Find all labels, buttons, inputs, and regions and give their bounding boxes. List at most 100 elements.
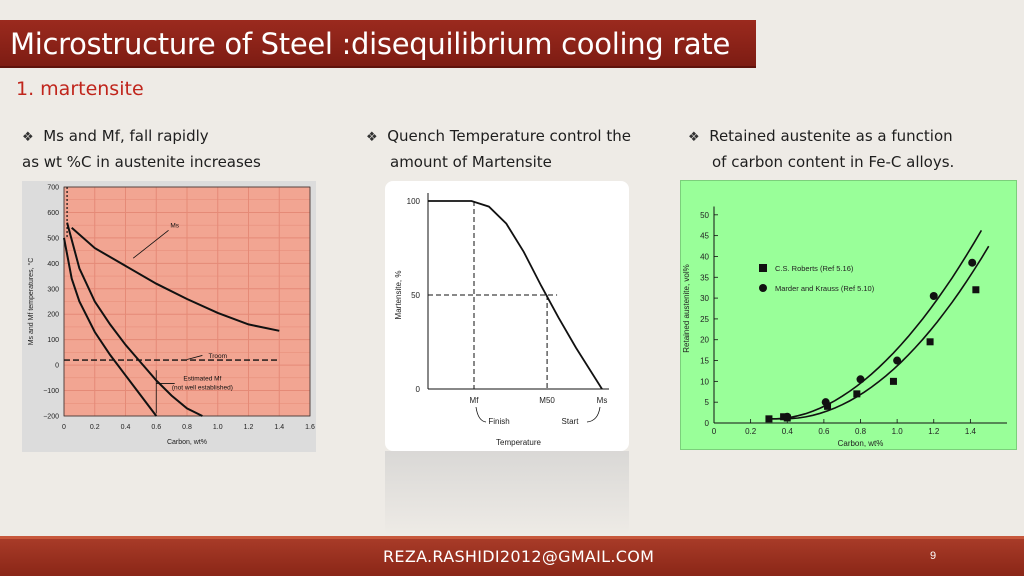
diamond-bullet-icon: ❖ — [22, 130, 34, 145]
bullet-1-line1: Ms and Mf, fall rapidly — [43, 127, 209, 145]
x-tick-label: Ms — [597, 396, 608, 405]
bullet-1: ❖ Ms and Mf, fall rapidly as wt %C in au… — [22, 124, 261, 174]
x-tick-label: Mf — [470, 396, 480, 405]
y-tick-label: 25 — [700, 315, 709, 324]
marder-fit-curve — [768, 229, 983, 420]
y-tick-label: 400 — [47, 261, 59, 268]
series-line-1 — [63, 237, 158, 417]
slide-subtitle: 1. martensite — [16, 78, 144, 100]
diamond-bullet-icon: ❖ — [366, 130, 378, 145]
chart-reflection — [385, 451, 629, 535]
x-tick-label: 0.6 — [818, 427, 830, 436]
legend-label: Marder and Krauss (Ref 5.10) — [775, 284, 875, 293]
y-tick-label: 300 — [47, 286, 59, 293]
bullet-2-line2: amount of Martensite — [390, 153, 552, 171]
annotation: Ms — [170, 223, 179, 230]
y-tick-label: 0 — [705, 419, 710, 428]
legend-label: C.S. Roberts (Ref 5.16) — [775, 264, 854, 273]
roberts-data-point — [824, 402, 832, 410]
annotation: (not well established) — [172, 384, 233, 391]
bullet-3-line1: Retained austenite as a function — [709, 127, 953, 145]
chart-background — [680, 180, 1017, 450]
x-tick-label: 0.4 — [121, 424, 131, 431]
marder-data-point — [856, 375, 865, 384]
marder-data-point — [783, 412, 792, 421]
y-tick-label: 600 — [47, 210, 59, 217]
roberts-data-point — [889, 377, 897, 385]
x-tick-label: M50 — [539, 396, 555, 405]
y-axis-label: Martensite, % — [394, 271, 403, 320]
x-axis-label: Carbon, wt% — [838, 439, 884, 448]
slide-title-bar: Microstructure of Steel :disequilibrium … — [0, 20, 756, 68]
x-tick-label: 0 — [712, 427, 717, 436]
x-axis-label: Temperature — [496, 438, 541, 447]
troom-leader-line — [186, 355, 203, 360]
page-number: 9 — [930, 550, 937, 562]
y-tick-label: 50 — [411, 291, 420, 300]
y-tick-label: 200 — [47, 312, 59, 319]
marder-data-point — [821, 398, 830, 407]
y-tick-label: 700 — [47, 185, 59, 192]
bullet-3-line2: of carbon content in Fe-C alloys. — [712, 153, 955, 171]
slide-footer: REZA.RASHIDI2012@GMAIL.COM 9 — [0, 536, 1024, 576]
x-tick-label: 1.2 — [244, 424, 254, 431]
y-axis-label: Retained austenite, vol% — [682, 264, 691, 353]
diamond-bullet-icon: ❖ — [688, 130, 700, 145]
bullet-1-line2: as wt %C in austenite increases — [22, 153, 261, 171]
martensite-curve — [428, 200, 603, 390]
marder-data-point — [968, 258, 977, 267]
x-tick-label: 1.0 — [892, 427, 904, 436]
y-tick-label: −100 — [43, 388, 59, 395]
x-tick-label: 0.8 — [182, 424, 192, 431]
martensite-temperature-chart: 100 50 0 Mf M50 Ms Temperature Martensite, % Fin… — [385, 181, 629, 451]
y-tick-label: 500 — [47, 235, 59, 242]
finish-arrow — [475, 406, 487, 423]
y-tick-label: 50 — [700, 211, 709, 220]
chart-background — [385, 181, 629, 451]
x-tick-label: 1.0 — [213, 424, 223, 431]
y-tick-label: 40 — [700, 252, 709, 261]
retained-austenite-chart: 0 5 10 15 20 25 30 35 40 45 50 0 0.2 0.4 0.6 0.8 1.0 1.2 1… — [680, 180, 1017, 450]
y-axis-label: Ms and Mf temperatures, °C — [27, 258, 35, 346]
ms-leader-line — [132, 229, 169, 259]
y-tick-label: 45 — [700, 232, 709, 241]
roberts-data-point — [853, 390, 861, 398]
y-tick-label: 10 — [700, 377, 709, 386]
y-tick-label: 20 — [700, 336, 709, 345]
bullet-3: ❖ Retained austenite as a function of ca… — [688, 124, 954, 174]
chart-border — [680, 180, 1017, 450]
annotation-start: Start — [562, 417, 580, 426]
start-arrow — [586, 406, 601, 423]
annotation: Troom — [208, 353, 227, 360]
x-tick-label: 0.2 — [745, 427, 757, 436]
x-tick-label: 0.8 — [855, 427, 867, 436]
x-tick-label: 0.2 — [90, 424, 100, 431]
x-tick-label: 1.4 — [965, 427, 977, 436]
x-tick-label: 1.4 — [274, 424, 284, 431]
roberts-data-point — [972, 286, 980, 294]
bullet-2-line1: Quench Temperature control the — [387, 127, 631, 145]
y-tick-label: 15 — [700, 357, 709, 366]
series-line-2 — [66, 222, 203, 417]
x-tick-label: 1.2 — [928, 427, 940, 436]
roberts-data-point — [765, 415, 773, 423]
roberts-fit-curve — [768, 245, 990, 420]
slide-title: Microstructure of Steel :disequilibrium … — [10, 27, 731, 61]
y-tick-label: 0 — [416, 385, 421, 394]
y-tick-label: 0 — [55, 363, 59, 370]
marder-data-point — [893, 356, 902, 365]
x-tick-label: 0.6 — [151, 424, 161, 431]
annotation-finish: Finish — [488, 417, 509, 426]
y-tick-label: 35 — [700, 273, 709, 282]
x-axis-label: Carbon, wt% — [167, 439, 207, 446]
y-tick-label: 100 — [407, 197, 421, 206]
series-line-0 — [71, 226, 280, 332]
y-tick-label: 5 — [705, 398, 710, 407]
x-tick-label: 0.4 — [782, 427, 794, 436]
roberts-data-point — [926, 338, 934, 346]
x-tick-label: 1.6 — [305, 424, 315, 431]
plot-frame — [63, 186, 311, 417]
y-tick-label: 30 — [700, 294, 709, 303]
legend-marker-circle — [759, 284, 767, 292]
bullet-2: ❖ Quench Temperature control the amount … — [366, 124, 631, 174]
